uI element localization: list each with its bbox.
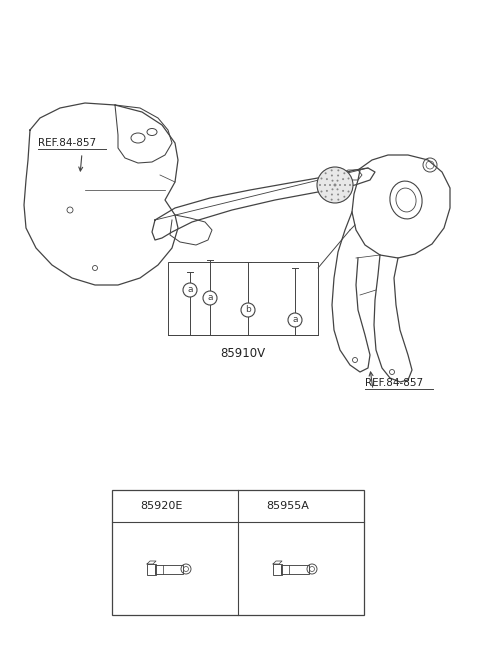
Bar <box>112 490 364 615</box>
Circle shape <box>241 303 255 317</box>
Circle shape <box>203 291 217 305</box>
Circle shape <box>331 198 333 200</box>
Circle shape <box>336 189 338 191</box>
Text: b: b <box>251 502 257 510</box>
Circle shape <box>121 499 135 513</box>
Circle shape <box>334 183 336 187</box>
Circle shape <box>343 196 345 198</box>
Bar <box>168 262 318 335</box>
Circle shape <box>342 190 344 192</box>
Circle shape <box>336 179 338 181</box>
Circle shape <box>337 193 339 195</box>
Circle shape <box>343 172 345 174</box>
Text: a: a <box>125 502 131 510</box>
Circle shape <box>332 179 334 181</box>
Circle shape <box>317 167 353 203</box>
Circle shape <box>332 189 334 191</box>
Text: b: b <box>245 305 251 314</box>
Text: REF.84-857: REF.84-857 <box>365 378 423 388</box>
Text: a: a <box>292 316 298 324</box>
Circle shape <box>326 178 328 180</box>
Circle shape <box>337 174 339 176</box>
Circle shape <box>331 170 333 172</box>
Text: REF.84-857: REF.84-857 <box>38 138 96 148</box>
Circle shape <box>183 283 197 297</box>
Circle shape <box>348 178 349 179</box>
Circle shape <box>324 172 327 174</box>
Bar <box>281 565 309 574</box>
Circle shape <box>349 184 351 186</box>
Circle shape <box>339 184 341 186</box>
Circle shape <box>337 170 339 172</box>
Circle shape <box>337 198 339 200</box>
Text: 85910V: 85910V <box>220 347 265 360</box>
Circle shape <box>288 313 302 327</box>
Bar <box>155 565 183 574</box>
Circle shape <box>324 196 327 198</box>
Circle shape <box>326 190 328 192</box>
Circle shape <box>247 499 261 513</box>
Circle shape <box>348 191 349 193</box>
Text: a: a <box>207 293 213 303</box>
Text: a: a <box>187 286 193 295</box>
Text: 85955A: 85955A <box>266 501 309 511</box>
Circle shape <box>331 174 333 176</box>
Circle shape <box>321 178 323 179</box>
Circle shape <box>331 193 333 195</box>
Circle shape <box>344 184 346 186</box>
Bar <box>273 564 282 575</box>
Circle shape <box>342 178 344 180</box>
Bar <box>147 564 156 575</box>
Circle shape <box>319 184 321 186</box>
Circle shape <box>324 184 326 186</box>
Circle shape <box>321 191 323 193</box>
Circle shape <box>329 184 331 186</box>
Text: 85920E: 85920E <box>140 501 182 511</box>
